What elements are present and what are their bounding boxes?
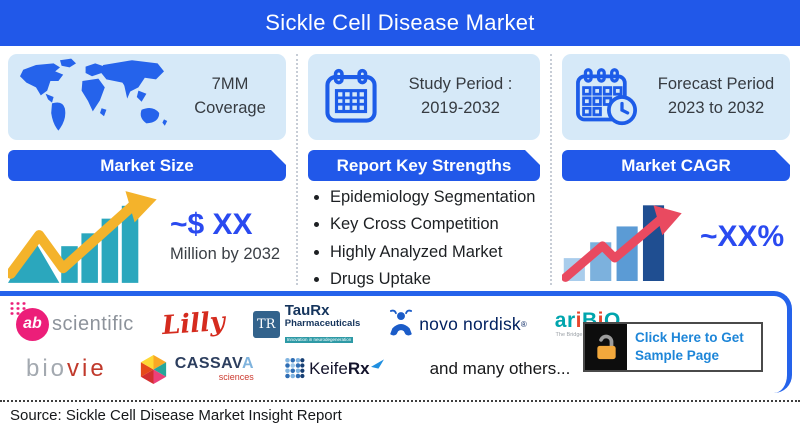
calendar-clock-icon (576, 68, 637, 126)
taurx-tagline: Innovation in neurodegeneration (284, 336, 354, 344)
novonordisk-logo: novo nordisk ® (388, 309, 527, 339)
top-sections: 7MM Coverage Market Size ~$ XX Million b… (0, 46, 800, 288)
market-cagr-content: ~XX% (562, 189, 790, 285)
list-item: Drugs Uptake (330, 268, 535, 290)
cassava-sub: sciences (218, 372, 254, 382)
keiferx-logo: Keife Rx (284, 356, 384, 382)
cassava-name: CASSAV (174, 355, 243, 372)
forecast-period-label: Forecast Period 2023 to 2032 (642, 73, 790, 121)
abscientific-badge-icon: ab (9, 300, 49, 341)
key-strengths-header: Report Key Strengths (308, 150, 540, 181)
market-size-value: ~$ XX (170, 208, 253, 241)
study-period-label: Study Period : 2019-2032 (381, 73, 540, 121)
lilly-logo: Lilly (161, 307, 226, 341)
footer-divider (0, 400, 800, 402)
calendar-icon (325, 68, 377, 123)
logo-row-2: bio vie CASSAVA sciences (0, 349, 787, 389)
swoosh-arrow-icon (370, 358, 384, 369)
market-cagr-header: Market CAGR (562, 150, 790, 181)
open-padlock-icon (596, 334, 616, 359)
market-cagr-header-label: Market CAGR (621, 155, 731, 175)
taurx-sub: Pharmaceuticals (284, 318, 361, 330)
cassava-name-accent: A (242, 355, 255, 372)
key-strengths-list: Epidemiology Segmentation Key Cross Comp… (310, 181, 535, 295)
study-period-line1: Study Period : (408, 75, 513, 94)
lock-icon-box (585, 324, 627, 370)
market-size-header-label: Market Size (100, 155, 194, 175)
taurx-name: TauRx (284, 302, 330, 320)
column-key-strengths: Study Period : 2019-2032 Report Key Stre… (298, 54, 552, 288)
market-size-content: ~$ XX Million by 2032 (8, 189, 286, 285)
coverage-label: 7MM Coverage (194, 75, 266, 117)
keiferx-name: Keife (309, 359, 348, 378)
registered-mark: ® (520, 319, 527, 329)
get-sample-page-button[interactable]: Click Here to Get Sample Page (583, 322, 763, 372)
title-banner: Sickle Cell Disease Market (0, 0, 800, 46)
abscientific-badge-text: ab (23, 315, 42, 332)
column-market-size: 7MM Coverage Market Size ~$ XX Million b… (0, 54, 298, 285)
coverage-box: 7MM Coverage (8, 54, 286, 140)
cassava-logo: CASSAVA sciences (137, 353, 254, 386)
companies-panel: ab scientific Lilly TR TauRx Pharmaceuti… (0, 291, 792, 393)
growth-chart-icon (8, 191, 157, 283)
market-size-unit: Million by 2032 (170, 245, 281, 263)
taurx-monogram-text: TR (257, 316, 276, 332)
novonordisk-name: novo nordisk (419, 313, 521, 334)
page-title: Sickle Cell Disease Market (265, 10, 535, 35)
dot-pattern-icon (9, 300, 27, 316)
forecast-period-line1: Forecast Period (657, 75, 775, 94)
study-period-line2: 2019-2032 (421, 99, 500, 117)
taurx-logo: TR TauRx Pharmaceuticals Innovation in n… (252, 302, 361, 345)
study-period-box: Study Period : 2019-2032 (308, 54, 540, 140)
hexagon-icon (140, 354, 166, 384)
list-item: Highly Analyzed Market (330, 241, 535, 263)
list-item: Key Cross Competition (330, 213, 535, 235)
cagr-chart-icon (562, 205, 682, 282)
taurx-monogram-icon: TR (252, 310, 280, 338)
forecast-period-box: Forecast Period 2023 to 2032 (562, 54, 790, 140)
column-market-cagr: Forecast Period 2023 to 2032 Market CAGR… (552, 54, 800, 285)
bull-icon (390, 309, 413, 336)
market-size-header: Market Size (8, 150, 286, 181)
key-strengths-header-label: Report Key Strengths (336, 155, 512, 175)
market-cagr-value: ~XX% (700, 220, 785, 253)
abscientific-name: scientific (52, 312, 134, 335)
key-strengths-content: Epidemiology Segmentation Key Cross Comp… (308, 188, 540, 288)
forecast-period-line2: 2023 to 2032 (667, 99, 765, 117)
source-note: Source: Sickle Cell Disease Market Insig… (10, 407, 342, 424)
world-map-icon (20, 58, 168, 131)
biovie-logo: bio vie (26, 355, 107, 382)
and-many-others-text: and many others... (429, 359, 571, 378)
abscientific-logo: ab scientific (9, 300, 134, 341)
capsule-grid-icon (285, 357, 305, 379)
list-item: Epidemiology Segmentation (330, 186, 535, 208)
lilly-name: Lilly (160, 306, 226, 342)
keiferx-rx: Rx (347, 359, 370, 378)
cta-label: Click Here to Get Sample Page (635, 330, 744, 363)
